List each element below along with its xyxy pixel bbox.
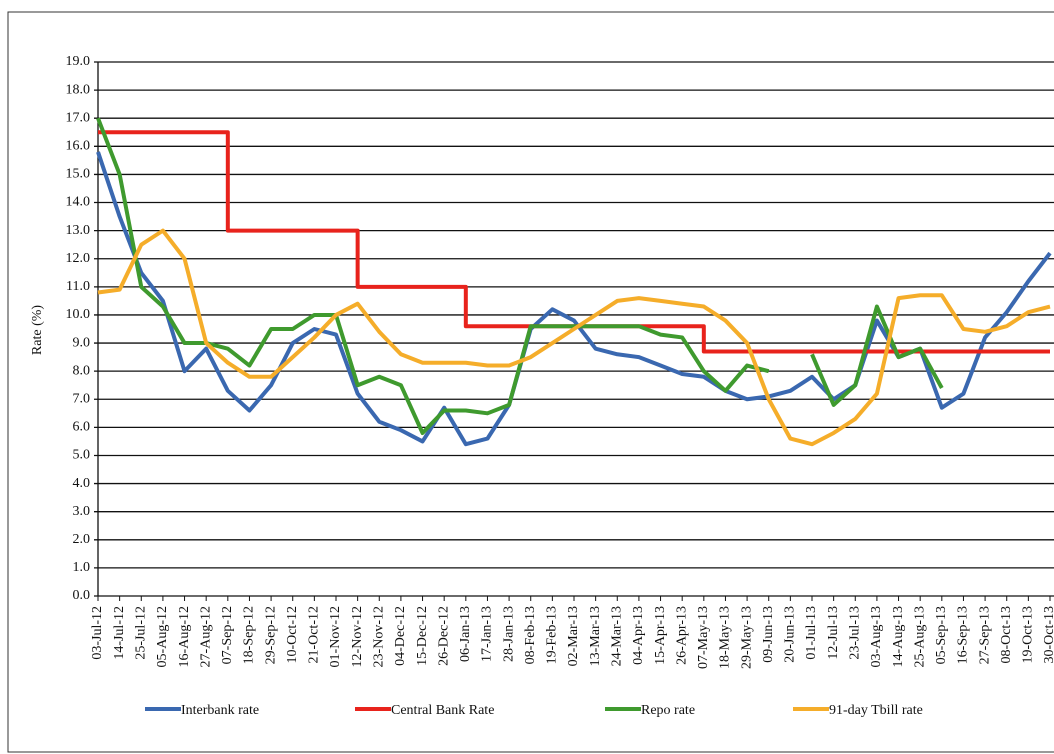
x-tick-label: 16-Aug-12 bbox=[177, 606, 192, 667]
y-tick-label: 10.0 bbox=[66, 307, 91, 322]
y-tick-label: 11.0 bbox=[66, 279, 90, 294]
x-tick-label: 01-Jul-13 bbox=[804, 606, 819, 660]
x-tick-label: 02-Mar-13 bbox=[566, 606, 581, 666]
x-tick-label: 27-Sep-13 bbox=[977, 606, 992, 664]
x-tick-label: 03-Jul-12 bbox=[90, 606, 105, 660]
x-tick-label: 04-Apr-13 bbox=[631, 606, 646, 665]
x-tick-label: 03-Aug-13 bbox=[869, 606, 884, 667]
x-tick-label: 27-Aug-12 bbox=[198, 606, 213, 667]
y-tick-label: 16.0 bbox=[66, 139, 91, 154]
y-tick-label: 9.0 bbox=[73, 335, 91, 350]
y-tick-label: 7.0 bbox=[73, 391, 91, 406]
x-tick-label: 24-Mar-13 bbox=[609, 606, 624, 666]
x-tick-label: 18-May-13 bbox=[718, 606, 733, 669]
x-tick-label: 07-Sep-12 bbox=[220, 606, 235, 664]
x-tick-label: 08-Feb-13 bbox=[523, 606, 538, 664]
y-tick-label: 15.0 bbox=[66, 167, 91, 182]
x-tick-label: 12-Jul-13 bbox=[826, 606, 841, 660]
x-tick-label: 28-Jan-13 bbox=[501, 606, 516, 662]
y-tick-label: 2.0 bbox=[73, 532, 91, 547]
frame bbox=[7, 11, 1054, 753]
x-tick-label: 13-Mar-13 bbox=[588, 606, 603, 666]
x-tick-label: 18-Sep-12 bbox=[242, 606, 257, 664]
x-tick-label: 05-Aug-12 bbox=[155, 606, 170, 667]
y-tick-label: 6.0 bbox=[73, 420, 91, 435]
y-tick-label: 0.0 bbox=[73, 588, 91, 603]
x-tick-label: 26-Apr-13 bbox=[674, 606, 689, 665]
y-tick-label: 18.0 bbox=[66, 82, 91, 97]
x-tick-label: 01-Nov-12 bbox=[328, 606, 343, 667]
x-tick-label: 20-Jun-13 bbox=[783, 606, 798, 663]
x-tick-label: 19-Feb-13 bbox=[545, 606, 560, 664]
y-tick-label: 17.0 bbox=[66, 110, 91, 125]
x-tick-label: 14-Aug-13 bbox=[891, 606, 906, 667]
x-tick-label: 09-Jun-13 bbox=[761, 606, 776, 663]
x-tick-label: 26-Dec-12 bbox=[436, 606, 451, 666]
y-tick-label: 3.0 bbox=[73, 504, 91, 519]
x-tick-label: 21-Oct-12 bbox=[307, 606, 322, 664]
y-tick-label: 13.0 bbox=[66, 223, 91, 238]
x-tick-label: 08-Oct-13 bbox=[999, 606, 1014, 664]
y-tick-label: 4.0 bbox=[73, 476, 91, 491]
y-axis-label: Rate (%) bbox=[30, 305, 45, 355]
x-tick-label: 14-Jul-12 bbox=[112, 606, 127, 660]
x-tick-label: 10-Oct-12 bbox=[285, 606, 300, 664]
x-tick-label: 04-Dec-12 bbox=[393, 606, 408, 666]
legend-label: Interbank rate bbox=[181, 703, 259, 718]
x-tick-label: 16-Sep-13 bbox=[956, 606, 971, 664]
x-tick-label: 06-Jan-13 bbox=[458, 606, 473, 662]
x-tick-label: 25-Jul-12 bbox=[133, 606, 148, 660]
x-tick-label: 15-Dec-12 bbox=[415, 606, 430, 666]
x-tick-label: 19-Oct-13 bbox=[1021, 606, 1036, 664]
x-tick-label: 17-Jan-13 bbox=[480, 606, 495, 662]
y-tick-label: 8.0 bbox=[73, 363, 91, 378]
y-tick-label: 12.0 bbox=[66, 251, 91, 266]
y-tick-label: 5.0 bbox=[73, 448, 91, 463]
x-tick-label: 23-Jul-13 bbox=[847, 606, 862, 660]
x-tick-label: 30-Oct-13 bbox=[1042, 606, 1054, 664]
y-tick-label: 1.0 bbox=[73, 560, 91, 575]
legend-label: 91-day Tbill rate bbox=[829, 703, 923, 718]
x-tick-label: 15-Apr-13 bbox=[653, 606, 668, 665]
legend-label: Repo rate bbox=[641, 703, 695, 718]
legend-label: Central Bank Rate bbox=[391, 703, 494, 718]
x-tick-label: 07-May-13 bbox=[696, 606, 711, 669]
x-tick-label: 25-Aug-13 bbox=[912, 606, 927, 667]
x-tick-label: 23-Nov-12 bbox=[371, 606, 386, 667]
series-line bbox=[97, 228, 1051, 447]
x-tick-label: 29-May-13 bbox=[739, 606, 754, 669]
x-tick-label: 29-Sep-12 bbox=[263, 606, 278, 664]
y-tick-label: 14.0 bbox=[66, 195, 91, 210]
x-tick-label: 12-Nov-12 bbox=[350, 606, 365, 667]
x-tick-label: 05-Sep-13 bbox=[934, 606, 949, 664]
y-tick-label: 19.0 bbox=[66, 54, 91, 69]
